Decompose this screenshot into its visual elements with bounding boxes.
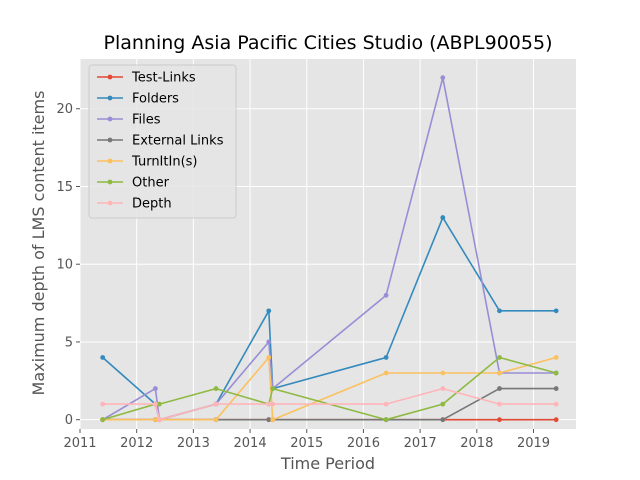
data-point-files <box>152 386 158 391</box>
y-tick-label: 5 <box>65 335 73 350</box>
data-point-external-links <box>497 386 502 391</box>
data-point-depth <box>440 386 446 391</box>
x-tick-label: 2011 <box>63 436 96 451</box>
x-axis-label: Time Period <box>280 454 375 473</box>
data-point-folders <box>440 215 446 220</box>
legend-marker-other <box>107 179 113 185</box>
legend-marker-files <box>107 116 113 122</box>
data-point-files <box>383 292 389 298</box>
data-point-folders <box>497 308 502 314</box>
data-point-other <box>213 386 219 391</box>
data-point-turnitin-s- <box>270 417 276 423</box>
legend-box <box>88 64 237 219</box>
data-point-other <box>100 417 106 423</box>
data-point-external-links <box>553 386 559 391</box>
data-point-depth <box>100 401 106 407</box>
y-axis-label: Maximum depth of LMS content items <box>29 91 48 396</box>
data-point-files <box>440 75 446 81</box>
data-point-turnitin-s- <box>266 355 272 360</box>
data-point-other <box>156 401 162 407</box>
data-point-depth <box>156 417 162 423</box>
data-point-turnitin-s- <box>553 355 559 360</box>
data-point-other <box>497 355 502 360</box>
data-point-depth <box>152 401 158 407</box>
data-point-folders <box>383 355 389 360</box>
legend-label-files: Files <box>132 113 161 128</box>
y-tick-label: 20 <box>56 102 73 117</box>
y-tick-label: 0 <box>65 413 73 428</box>
data-point-other <box>383 417 389 423</box>
legend-marker-external-links <box>107 137 113 143</box>
data-point-other <box>553 370 559 376</box>
x-tick-label: 2013 <box>177 436 210 451</box>
data-point-depth <box>270 401 276 407</box>
data-point-folders <box>553 308 559 314</box>
data-point-depth <box>213 401 219 407</box>
data-point-folders <box>100 355 106 360</box>
data-point-external-links <box>440 417 446 423</box>
legend-label-turnitin-s-: TurnItIn(s) <box>131 155 197 170</box>
x-tick-label: 2019 <box>517 436 550 451</box>
y-tick-label: 15 <box>56 180 73 195</box>
data-point-turnitin-s- <box>440 370 446 376</box>
x-tick-label: 2014 <box>234 436 267 451</box>
legend: Test-Links Folders Files External Links Turn… <box>88 64 237 219</box>
y-tick-label: 10 <box>56 258 73 273</box>
data-point-test-links <box>497 417 502 423</box>
data-point-depth <box>266 401 272 407</box>
data-point-turnitin-s- <box>213 417 219 423</box>
legend-marker-folders <box>107 95 113 101</box>
x-tick-label: 2012 <box>120 436 153 451</box>
legend-label-folders: Folders <box>132 92 179 107</box>
legend-marker-depth <box>107 200 113 206</box>
legend-label-depth: Depth <box>132 197 172 212</box>
x-tick-label: 2016 <box>347 436 380 451</box>
data-point-folders <box>266 308 272 314</box>
x-tick-label: 2015 <box>290 436 323 451</box>
legend-label-test-links: Test-Links <box>131 71 196 86</box>
chart-title: Planning Asia Pacific Cities Studio (ABP… <box>104 32 553 54</box>
data-point-turnitin-s- <box>383 370 389 376</box>
data-point-other <box>270 386 276 391</box>
data-point-turnitin-s- <box>497 370 502 376</box>
data-point-external-links <box>266 417 272 423</box>
legend-label-other: Other <box>132 176 170 191</box>
data-point-other <box>440 401 446 407</box>
plot-area: 2011 2012 2013 2014 2015 2016 2017 2018 20190510… <box>56 59 576 451</box>
x-tick-label: 2018 <box>460 436 493 451</box>
data-point-depth <box>553 401 559 407</box>
x-tick-label: 2017 <box>404 436 437 451</box>
data-point-depth <box>383 401 389 407</box>
legend-marker-turnitin-s- <box>107 158 113 164</box>
data-point-test-links <box>553 417 559 423</box>
legend-marker-test-links <box>107 74 113 80</box>
data-point-turnitin-s- <box>152 417 158 423</box>
data-point-depth <box>497 401 502 407</box>
legend-label-external-links: External Links <box>132 134 224 149</box>
data-point-files <box>266 339 272 345</box>
